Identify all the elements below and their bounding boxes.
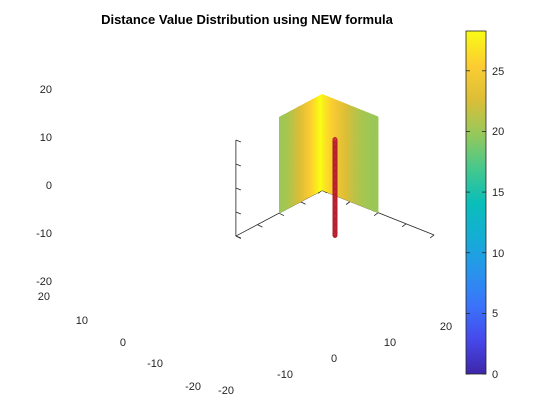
z-tick-label-0: 0 <box>46 180 52 192</box>
z-tick-label-10: 10 <box>40 132 52 144</box>
y-axis: 20 10 0 -10 -20 <box>38 291 201 393</box>
z-tick-label-20: 20 <box>40 84 52 96</box>
z-tick-label-neg10: -10 <box>36 228 52 240</box>
y-tick-label-20: 20 <box>38 291 50 303</box>
x-tick-mark <box>317 190 323 194</box>
x-tick-mark <box>401 223 407 228</box>
z-tick-mark <box>235 187 242 191</box>
y-tick-label-0: 0 <box>120 337 126 349</box>
x-tick-label-0: 0 <box>331 353 337 365</box>
point-cloud <box>279 94 379 214</box>
y-tick-mark <box>321 189 328 194</box>
z-tick-mark <box>235 163 242 167</box>
x-tick-label-neg10: -10 <box>277 369 293 381</box>
face-left <box>279 94 323 214</box>
x-axis: -20 -10 0 10 20 <box>218 321 452 397</box>
y-tick-mark <box>278 212 285 217</box>
x-tick-mark <box>429 234 435 239</box>
y-tick-label-neg20: -20 <box>185 381 201 393</box>
axes: 20 10 0 -10 -20 20 10 0 -10 -20 -20 -10 … <box>36 84 452 397</box>
x-tick-mark <box>373 212 379 216</box>
z-tick-label-neg20: -20 <box>36 276 52 288</box>
y-tick-label-10: 10 <box>76 315 88 327</box>
x-tick-label-neg20: -20 <box>218 385 234 397</box>
z-tick-mark <box>235 211 242 215</box>
x-tick-label-20: 20 <box>440 321 452 333</box>
z-axis: 20 10 0 -10 -20 <box>36 84 52 288</box>
y-tick-mark <box>235 235 242 239</box>
y-tick-label-neg10: -10 <box>147 358 163 370</box>
y-tick-mark <box>300 201 306 205</box>
chart-title: Distance Value Distribution using NEW fo… <box>101 12 394 27</box>
z-tick-mark <box>235 139 242 143</box>
y-tick-mark <box>257 224 263 228</box>
x-tick-mark <box>345 201 351 205</box>
x-tick-label-10: 10 <box>384 337 396 349</box>
